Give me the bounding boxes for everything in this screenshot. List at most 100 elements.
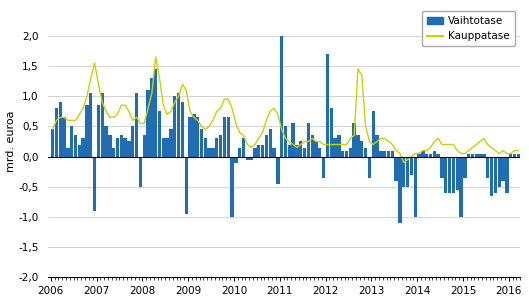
Bar	[402, 157, 405, 187]
Bar	[360, 141, 363, 157]
Bar	[269, 129, 272, 157]
Bar	[123, 138, 127, 157]
Bar	[429, 154, 432, 157]
Bar	[219, 135, 222, 157]
Bar	[509, 154, 513, 157]
Bar	[288, 144, 291, 157]
Bar	[166, 138, 169, 157]
Bar	[51, 129, 54, 157]
Bar	[59, 102, 62, 157]
Bar	[357, 135, 360, 157]
Bar	[200, 129, 203, 157]
Kauppatase	[76, 112, 83, 116]
Bar	[192, 114, 196, 157]
Bar	[196, 117, 199, 157]
Bar	[181, 102, 184, 157]
Kauppatase	[400, 161, 407, 165]
Bar	[417, 154, 421, 157]
Bar	[436, 154, 440, 157]
Bar	[238, 148, 241, 157]
Bar	[85, 105, 89, 157]
Kauppatase	[95, 82, 102, 86]
Bar	[158, 111, 161, 157]
Bar	[101, 93, 104, 157]
Bar	[337, 135, 341, 157]
Bar	[318, 148, 322, 157]
Bar	[284, 126, 287, 157]
Bar	[108, 135, 112, 157]
Bar	[467, 154, 470, 157]
Bar	[185, 157, 188, 214]
Bar	[253, 148, 257, 157]
Bar	[486, 157, 489, 178]
Bar	[379, 151, 382, 157]
Bar	[501, 157, 505, 181]
Bar	[330, 108, 333, 157]
Bar	[230, 157, 234, 217]
Kauppatase	[187, 109, 193, 113]
Bar	[74, 135, 77, 157]
Bar	[112, 148, 115, 157]
Bar	[459, 157, 463, 217]
Bar	[127, 141, 131, 157]
Legend: Vaihtotase, Kauppatase: Vaihtotase, Kauppatase	[422, 11, 515, 47]
Bar	[139, 157, 142, 187]
Bar	[70, 126, 74, 157]
Bar	[398, 157, 402, 223]
Bar	[517, 154, 520, 157]
Bar	[452, 157, 455, 193]
Bar	[307, 123, 310, 157]
Bar	[322, 157, 325, 178]
Bar	[245, 157, 249, 160]
Bar	[135, 93, 138, 157]
Line: Kauppatase: Kauppatase	[52, 57, 518, 163]
Bar	[173, 96, 177, 157]
Bar	[89, 93, 93, 157]
Bar	[215, 138, 218, 157]
Bar	[333, 138, 337, 157]
Bar	[364, 148, 367, 157]
Bar	[207, 148, 211, 157]
Bar	[226, 117, 230, 157]
Bar	[295, 144, 298, 157]
Bar	[341, 151, 344, 157]
Bar	[62, 117, 66, 157]
Bar	[387, 151, 390, 157]
Bar	[475, 154, 478, 157]
Bar	[257, 144, 260, 157]
Bar	[55, 108, 58, 157]
Bar	[147, 90, 150, 157]
Bar	[414, 157, 417, 217]
Bar	[410, 157, 413, 175]
Bar	[204, 138, 207, 157]
Bar	[349, 148, 352, 157]
Bar	[120, 135, 123, 157]
Bar	[104, 126, 108, 157]
Bar	[242, 138, 245, 157]
Y-axis label: mrd. euroa: mrd. euroa	[6, 111, 15, 172]
Bar	[223, 117, 226, 157]
Kauppatase	[435, 137, 441, 140]
Bar	[440, 157, 444, 178]
Bar	[272, 148, 276, 157]
Bar	[448, 157, 451, 193]
Bar	[463, 157, 467, 178]
Bar	[93, 157, 96, 211]
Bar	[482, 154, 486, 157]
Bar	[395, 157, 398, 181]
Bar	[513, 154, 516, 157]
Bar	[303, 148, 306, 157]
Bar	[326, 54, 329, 157]
Bar	[505, 157, 508, 193]
Bar	[299, 141, 303, 157]
Bar	[116, 138, 119, 157]
Bar	[455, 157, 459, 190]
Kauppatase	[49, 127, 56, 131]
Bar	[280, 36, 284, 157]
Bar	[162, 138, 165, 157]
Bar	[494, 157, 497, 193]
Bar	[406, 157, 409, 187]
Bar	[169, 129, 172, 157]
Bar	[211, 148, 215, 157]
Bar	[250, 157, 253, 160]
